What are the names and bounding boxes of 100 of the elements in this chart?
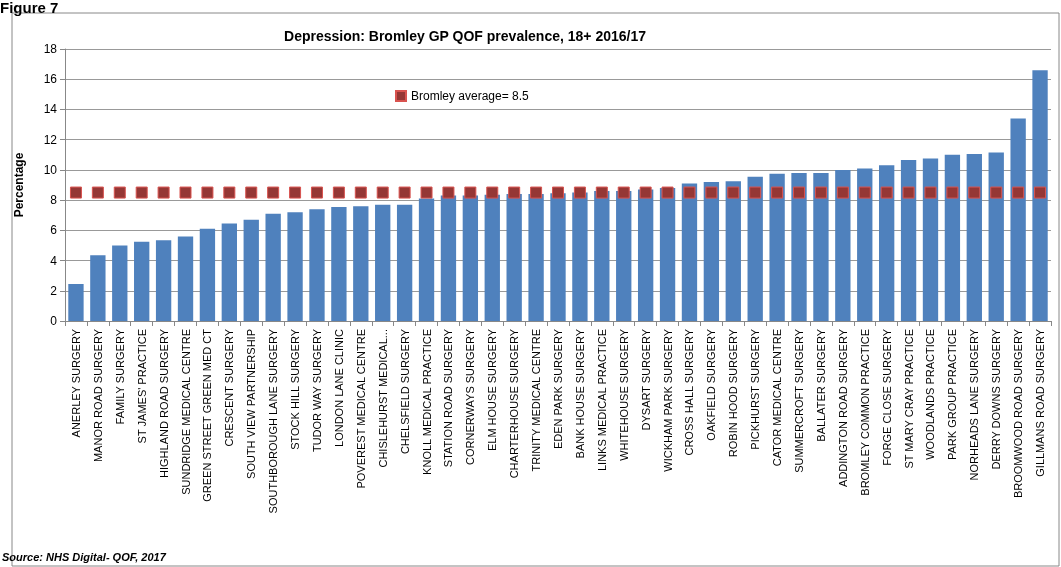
bar: [747, 176, 763, 321]
y-tick-label: 18: [43, 42, 58, 56]
x-tick-label: ANERLEY SURGERY: [69, 328, 82, 438]
bar: [637, 189, 654, 321]
y-tick-label: 0: [50, 314, 58, 328]
bar: [418, 198, 435, 321]
bar: [1032, 70, 1048, 321]
bar: [703, 181, 720, 321]
y-tick-label: 14: [43, 102, 58, 117]
x-tick-label: GILLMANS ROAD SURGERY: [1034, 328, 1047, 477]
bar: [331, 206, 347, 321]
x-tick-label: CROSS HALL SURGERY: [683, 328, 696, 456]
bar: [396, 204, 413, 321]
bar: [616, 191, 632, 321]
bar: [309, 209, 325, 321]
x-tick-label: CORNERWAYS SURGERY: [464, 328, 477, 465]
bar: [68, 283, 84, 321]
x-tick-label: MANOR ROAD SURGERY: [91, 328, 104, 463]
bar: [90, 255, 106, 321]
y-tick-label: 2: [50, 283, 58, 298]
bar: [769, 173, 785, 321]
bar: [221, 223, 237, 321]
x-tick-label: FAMILY SURGERY: [113, 328, 126, 425]
y-axis-title: Percentage: [12, 152, 26, 218]
bar: [791, 172, 807, 321]
x-tick-label: CHARTERHOUSE SURGERY: [508, 328, 521, 479]
bar: [528, 194, 544, 321]
x-tick-label: STATION ROAD SURGERY: [442, 328, 455, 468]
x-tick-label: BANK HOUSE SURGERY: [573, 328, 586, 459]
bar: [659, 188, 676, 321]
x-tick-label: NORHEADS LANE SURGERY: [968, 328, 981, 481]
bar: [506, 194, 522, 321]
x-tick-label: EDEN PARK SURGERY: [552, 328, 564, 450]
x-tick-label: TRINITY MEDICAL CENTRE: [530, 329, 543, 472]
bar: [550, 193, 566, 321]
source-note: Source: NHS Digital- QOF, 2017: [2, 550, 167, 563]
x-tick-label: STOCK HILL SURGERY: [289, 328, 302, 450]
bar: [725, 181, 741, 321]
x-tick-label: LINKS MEDICAL PRACTICE: [595, 329, 608, 472]
x-tick-label: WHITEHOUSE SURGERY: [617, 328, 630, 461]
chart-title: Depression: Bromley GP QOF prevalence, 18+ 2016/17: [284, 28, 647, 44]
x-tick-label: BALLATER SURGERY: [814, 328, 827, 442]
x-tick-label: WICKHAM PARK SURGERY: [661, 328, 674, 472]
y-tick-label: 12: [43, 132, 58, 147]
bar: [879, 165, 895, 321]
x-tick-label: SOUTHBOROUGH LANE SURGERY: [267, 328, 280, 514]
bar: [287, 212, 303, 321]
bar: [440, 195, 457, 321]
x-tick-label: SUNDRIDGE MEDICAL CENTRE: [179, 329, 192, 495]
x-tick-label: HIGHLAND ROAD SURGERY: [157, 328, 170, 478]
bar: [112, 245, 128, 321]
x-tick-label: POVEREST MEDICAL CENTRE: [354, 329, 367, 489]
bar: [966, 154, 982, 321]
bar: [944, 154, 961, 321]
x-tick-label: DYSART SURGERY: [639, 328, 652, 431]
x-tick-label: SUMMERCROFT SURGERY: [793, 328, 806, 473]
x-tick-label: ST JAMES' PRACTICE: [135, 329, 148, 444]
y-tick-label: 4: [50, 253, 58, 268]
x-tick-label: GREEN STREET GREEN MED CT: [201, 328, 214, 502]
y-tick-label: 16: [43, 72, 58, 87]
bar: [900, 160, 917, 321]
x-tick-label: WOODLANDS PRACTICE: [924, 329, 937, 460]
x-tick-label: FORGE CLOSE SURGERY: [880, 328, 893, 466]
bar: [243, 219, 259, 321]
bar: [199, 228, 216, 321]
bar: [681, 183, 698, 321]
x-tick-label: ADDINGTON ROAD SURGERY: [836, 328, 849, 487]
x-tick-label: CHELSFIELD SURGERY: [398, 328, 411, 455]
x-tick-label: CHISLEHURST MEDICAL...: [376, 329, 389, 468]
bar: [484, 194, 500, 321]
bar: [265, 213, 281, 321]
bar: [462, 195, 479, 321]
bar: [353, 206, 369, 321]
x-tick-label: CATOR MEDICAL CENTRE: [771, 329, 784, 467]
bar: [988, 152, 1004, 321]
caption: Figure 7: [0, 0, 59, 16]
x-tick-label: TUDOR WAY SURGERY: [310, 328, 323, 453]
bar: [375, 204, 391, 321]
x-tick-label: ST MARY CRAY PRACTICE: [902, 329, 915, 469]
legend-label: Bromley average= 8.5: [411, 89, 530, 103]
x-tick-label: PARK GROUP PRACTICE: [946, 329, 959, 461]
bar: [594, 191, 610, 321]
x-tick-label: BROMLEY COMMON PRACTICE: [858, 329, 871, 496]
x-tick-label: OAKFIELD SURGERY: [705, 328, 718, 441]
x-tick-label: PICKHURST SURGERY: [749, 328, 762, 450]
bar: [922, 158, 939, 321]
bar: [177, 236, 194, 321]
bar: [835, 169, 851, 321]
x-tick-label: SOUTH VIEW PARTNERSHIP: [245, 329, 258, 479]
x-tick-label: KNOLL MEDICAL PRACTICE: [420, 329, 433, 475]
bar: [1010, 118, 1026, 321]
bar: [155, 240, 172, 321]
x-tick-label: ELM HOUSE SURGERY: [486, 328, 499, 452]
x-tick-label: BROOMWOOD ROAD SURGERY: [1012, 328, 1025, 499]
bar: [134, 241, 150, 321]
bar: [857, 168, 873, 321]
x-tick-label: CRESCENT SURGERY: [223, 328, 236, 447]
x-tick-label: DERRY DOWNS SURGERY: [990, 328, 1003, 470]
x-tick-label: LONDON LANE CLINIC: [332, 328, 345, 447]
y-tick-label: 6: [50, 223, 58, 238]
